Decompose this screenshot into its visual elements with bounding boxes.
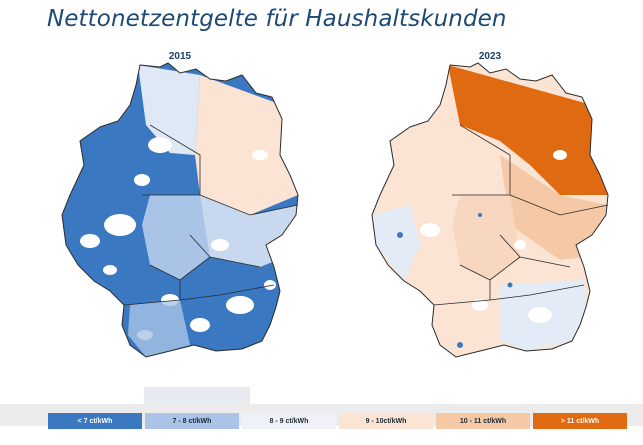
legend-item-gt11: > 11 ct/kWh <box>533 413 627 429</box>
legend-item-8-9: 8 - 9 ct/kWh <box>242 413 336 429</box>
page-title: Nettonetzentgelte für Haushaltskunden <box>47 6 507 32</box>
legend-item-7-8: 7 - 8 ct/kWh <box>145 413 239 429</box>
legend-item-9-10: 9 - 10ct/kWh <box>339 413 433 429</box>
map-year-2015: 2015 <box>168 51 192 62</box>
legend-item-lt7: < 7 ct/kWh <box>48 413 142 429</box>
legend-item-10-11: 10 - 11 ct/kWh <box>436 413 530 429</box>
germany-map-2023 <box>371 62 609 358</box>
germany-map-2015 <box>61 62 299 358</box>
map-2023: 2023 <box>360 45 620 385</box>
map-year-2023: 2023 <box>478 51 502 62</box>
map-2015: 2015 <box>50 45 310 385</box>
